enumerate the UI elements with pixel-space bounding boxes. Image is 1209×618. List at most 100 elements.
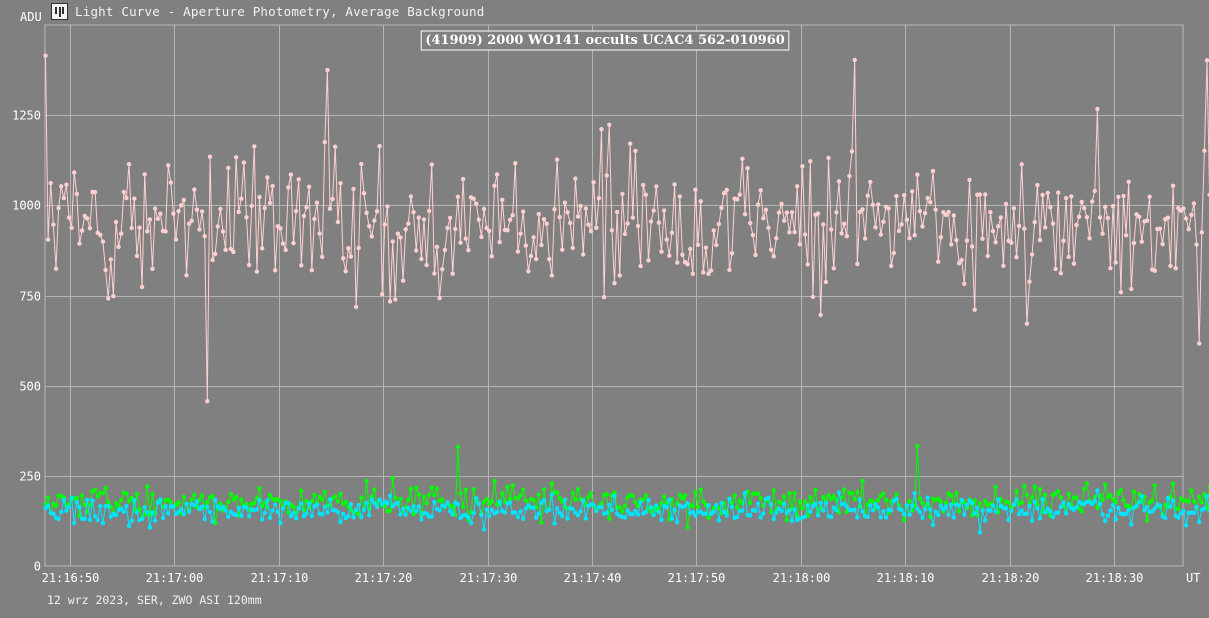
data-point [137,225,142,230]
data-point [239,497,244,502]
data-point [721,191,727,196]
data-point [782,501,787,507]
data-point [440,497,445,502]
data-point [145,229,150,234]
data-point [714,242,719,248]
data-point [353,507,359,512]
data-point [735,197,740,202]
data-point [445,225,450,231]
data-point [414,485,419,490]
data-point [523,243,528,248]
data-point [416,504,421,509]
data-point [210,519,215,524]
data-point [507,217,513,222]
data-point [659,517,664,523]
data-point [993,240,998,245]
data-point [1027,279,1032,284]
data-point [61,497,66,502]
data-point [983,192,988,197]
data-point [695,504,701,510]
data-point [440,267,445,272]
data-point [406,497,411,503]
data-point [797,499,802,504]
data-point [614,209,620,215]
light-curve-app-icon[interactable] [51,3,68,20]
data-point [45,495,51,500]
data-point [677,194,682,199]
data-point [260,503,265,509]
x-tick-label: 21:17:10 [251,571,309,585]
data-point [915,443,920,449]
data-point [173,237,179,242]
data-point [244,505,249,510]
data-point [774,236,779,241]
data-point [1032,499,1037,504]
data-point [941,210,946,215]
data-point [361,507,367,512]
data-point [1016,512,1022,517]
data-point [218,206,223,212]
data-point [1097,501,1103,507]
data-point [239,196,244,201]
data-point [113,500,119,506]
data-point [77,513,82,518]
data-point [946,209,951,215]
data-point [521,209,526,214]
data-point [155,500,160,505]
x-tick-label: 21:17:40 [564,571,622,585]
data-point [442,247,448,253]
data-point [980,236,985,241]
data-point [77,241,82,246]
data-point [740,156,745,161]
data-point [630,215,635,220]
chart-title-box: (41909) 2000 WO141 occults UCAC4 562-010… [420,30,790,51]
data-point [531,505,536,510]
data-point [411,210,416,215]
data-point [917,496,923,501]
data-point [377,143,382,149]
data-point [100,239,106,244]
data-point [338,491,343,497]
data-point [943,500,949,506]
data-point [361,191,367,196]
data-point [348,254,354,259]
data-point [826,155,831,161]
data-point [630,512,635,517]
data-point [382,222,387,227]
data-point [1197,341,1202,346]
data-point [432,271,437,276]
data-point [1152,268,1158,273]
data-point [400,506,406,512]
data-point [954,237,959,243]
data-point [1103,204,1108,210]
data-point [1019,508,1024,513]
data-point [474,201,479,206]
data-point [494,172,500,177]
data-point [74,495,80,501]
data-point [364,478,369,484]
data-point [481,527,487,532]
data-point [476,501,481,506]
data-point [750,232,756,238]
data-point [698,487,703,492]
data-point [1165,215,1171,220]
data-point [72,170,77,175]
data-point [912,491,917,496]
data-point [233,155,239,160]
data-point [132,196,137,201]
data-point [554,490,560,495]
data-point [335,219,341,225]
data-point [873,502,878,507]
data-point [455,502,461,507]
data-point [273,268,278,273]
data-point [1105,215,1111,221]
data-point [453,226,458,232]
data-point [943,212,949,218]
data-point [419,517,424,522]
data-point [795,184,800,189]
data-point [857,497,863,502]
data-point [654,184,659,189]
data-point [889,263,894,269]
data-point [1116,194,1121,200]
data-point [829,514,834,520]
